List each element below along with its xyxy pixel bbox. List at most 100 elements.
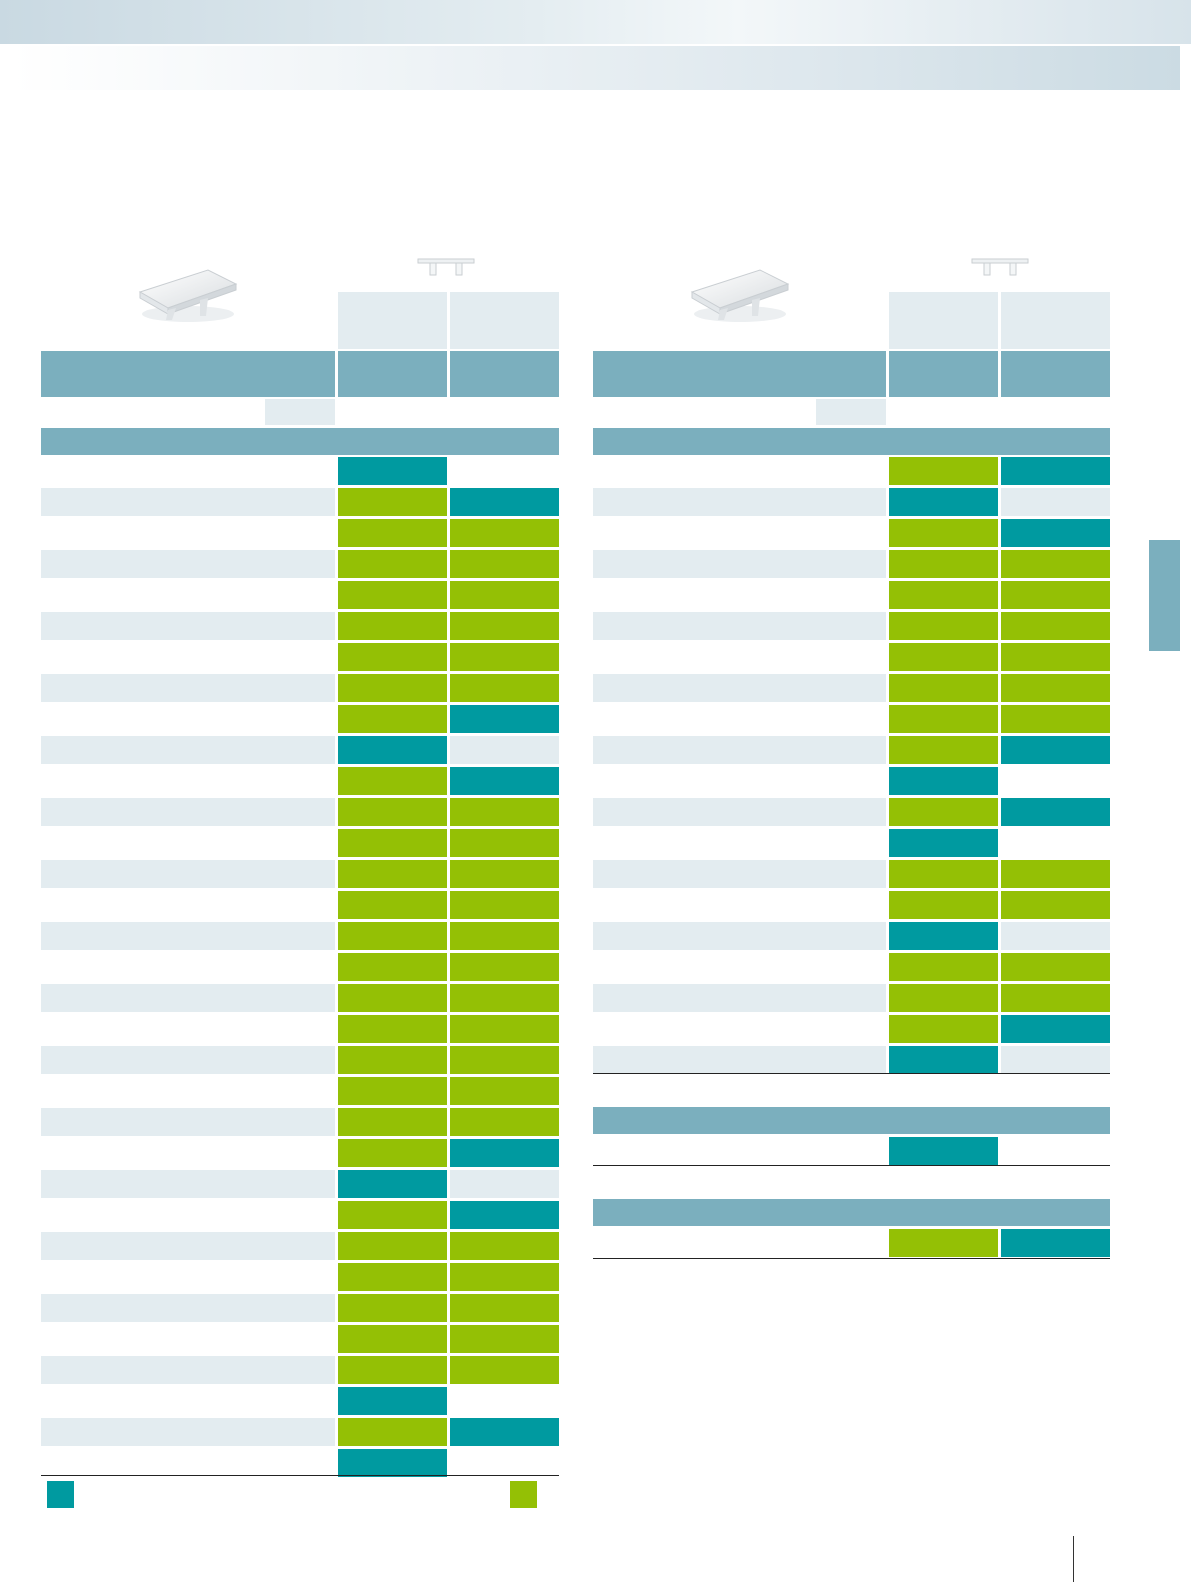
table-row-stripe <box>41 550 335 578</box>
status-cell <box>338 1418 447 1446</box>
table-row-stripe <box>41 984 335 1012</box>
status-cell <box>1001 457 1110 485</box>
chapter-tab[interactable] <box>1149 540 1180 651</box>
status-cell <box>450 674 559 702</box>
status-cell <box>450 860 559 888</box>
status-cell <box>338 612 447 640</box>
status-cell <box>450 1356 559 1384</box>
status-cell <box>338 891 447 919</box>
table-bottom-rule-left <box>41 1475 559 1476</box>
table-row-stripe <box>41 922 335 950</box>
status-cell <box>889 643 998 671</box>
status-cell <box>1001 1015 1110 1043</box>
status-cell <box>338 581 447 609</box>
status-cell <box>889 953 998 981</box>
table-row-stripe <box>41 1108 335 1136</box>
end-cap-product-image <box>690 269 790 322</box>
status-cell <box>889 581 998 609</box>
column-head-right-1 <box>889 292 998 349</box>
column-head-right-2 <box>1001 292 1110 349</box>
status-cell <box>450 1263 559 1291</box>
status-cell <box>889 767 998 795</box>
status-cell <box>450 1325 559 1353</box>
status-cell <box>889 1229 998 1257</box>
status-cell <box>338 1294 447 1322</box>
status-cell <box>338 1077 447 1105</box>
status-cell <box>450 984 559 1012</box>
status-cell <box>338 488 447 516</box>
status-cell <box>338 1046 447 1074</box>
status-cell <box>889 829 998 857</box>
status-cell <box>1001 550 1110 578</box>
table-row-stripe <box>41 612 335 640</box>
status-cell <box>450 922 559 950</box>
status-cell <box>450 767 559 795</box>
status-cell <box>889 922 998 950</box>
status-cell <box>1001 705 1110 733</box>
table-row-stripe <box>41 488 335 516</box>
main-header-right-c1 <box>889 351 998 397</box>
status-cell <box>1001 643 1110 671</box>
table-row-stripe <box>41 1356 335 1384</box>
table-row-stripe <box>593 488 886 516</box>
status-cell <box>1001 581 1110 609</box>
status-cell <box>450 953 559 981</box>
status-cell <box>338 922 447 950</box>
column-head-left-2 <box>450 292 559 349</box>
status-cell <box>450 1139 559 1167</box>
status-cell <box>1001 736 1110 764</box>
subheader-tag-right <box>816 399 886 425</box>
status-cell <box>1001 674 1110 702</box>
status-cell <box>338 798 447 826</box>
status-cell <box>450 550 559 578</box>
section-rule-right-1 <box>593 1073 1110 1074</box>
status-cell <box>338 550 447 578</box>
subheader-tag-left <box>265 399 335 425</box>
table-row-stripe <box>593 736 886 764</box>
status-cell <box>1001 488 1110 516</box>
connector-clip-icon <box>971 258 1029 276</box>
section-header-left <box>41 428 559 455</box>
table-row-stripe <box>593 922 886 950</box>
status-cell <box>450 705 559 733</box>
status-cell <box>889 488 998 516</box>
table-row-stripe <box>41 1046 335 1074</box>
status-cell <box>450 643 559 671</box>
status-cell <box>889 550 998 578</box>
end-cap-product-image <box>138 269 238 322</box>
status-cell <box>338 457 447 485</box>
status-cell <box>338 1015 447 1043</box>
status-cell <box>889 612 998 640</box>
status-cell <box>889 736 998 764</box>
status-cell <box>338 643 447 671</box>
table-row-stripe <box>593 674 886 702</box>
status-cell <box>338 860 447 888</box>
status-cell <box>889 984 998 1012</box>
table-row-stripe <box>41 1294 335 1322</box>
status-cell <box>1001 922 1110 950</box>
status-cell <box>1001 860 1110 888</box>
status-cell <box>889 891 998 919</box>
status-cell <box>338 767 447 795</box>
table-row-stripe <box>593 984 886 1012</box>
section2-header-right <box>593 1107 1110 1134</box>
main-header-right-c2 <box>1001 351 1110 397</box>
status-cell <box>338 984 447 1012</box>
table-row-stripe <box>593 550 886 578</box>
table-row-stripe <box>41 798 335 826</box>
status-cell <box>338 1232 447 1260</box>
status-cell <box>1001 953 1110 981</box>
status-cell <box>889 519 998 547</box>
status-cell <box>450 736 559 764</box>
status-cell <box>338 519 447 547</box>
status-cell <box>450 488 559 516</box>
status-cell <box>889 457 998 485</box>
status-cell <box>450 1077 559 1105</box>
table-row-stripe <box>593 860 886 888</box>
table-row-stripe <box>41 1170 335 1198</box>
header-band-sub <box>12 46 1180 90</box>
section-rule-right-3 <box>593 1258 1110 1259</box>
status-cell <box>338 1356 447 1384</box>
status-cell <box>338 705 447 733</box>
status-cell <box>889 1137 998 1165</box>
